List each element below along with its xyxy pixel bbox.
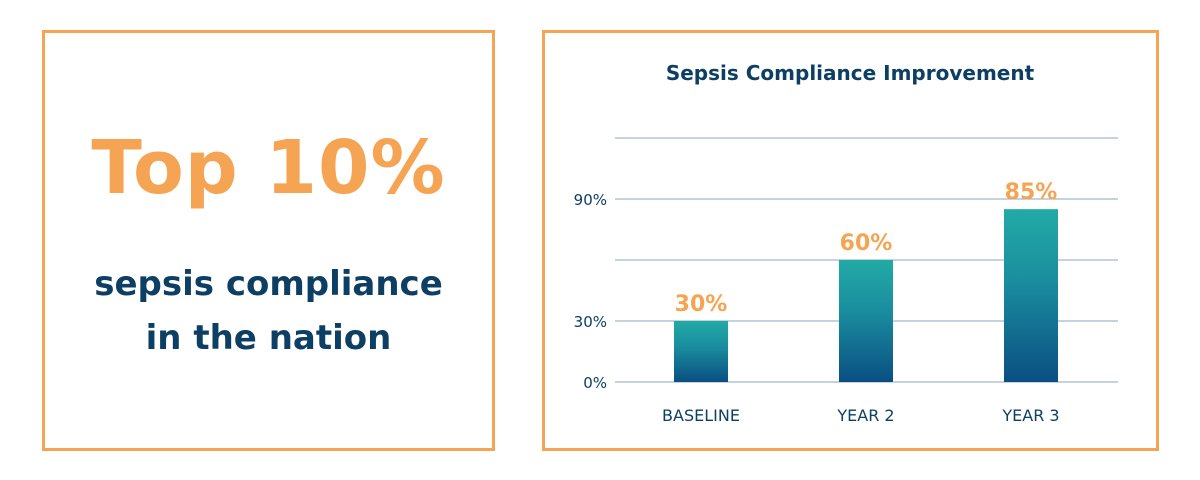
bar (674, 321, 728, 382)
y-tick-label: 0% (583, 374, 607, 392)
subtitle-line-2: in the nation (145, 318, 392, 358)
data-label: 85% (1005, 180, 1058, 205)
x-tick-label: YEAR 2 (836, 406, 894, 425)
highlight-panel: Top 10% sepsis compliance in the nation (42, 30, 495, 451)
y-tick-label: 30% (574, 313, 607, 331)
bar-chart: Sepsis Compliance Improvement 0% 30% 90% 3… (574, 61, 1118, 425)
y-tick-label: 90% (574, 191, 607, 209)
chart-title: Sepsis Compliance Improvement (666, 61, 1035, 85)
x-tick-label: BASELINE (662, 406, 740, 425)
chart-panel: Sepsis Compliance Improvement 0% 30% 90% 3… (542, 30, 1159, 451)
bar (839, 260, 893, 382)
headline-stat: Top 10% (91, 125, 446, 211)
data-label: 30% (675, 292, 728, 317)
bar (1004, 209, 1058, 382)
data-label: 60% (840, 231, 893, 256)
x-tick-label: YEAR 3 (1001, 406, 1059, 425)
subtitle-line-1: sepsis compliance (94, 264, 443, 304)
